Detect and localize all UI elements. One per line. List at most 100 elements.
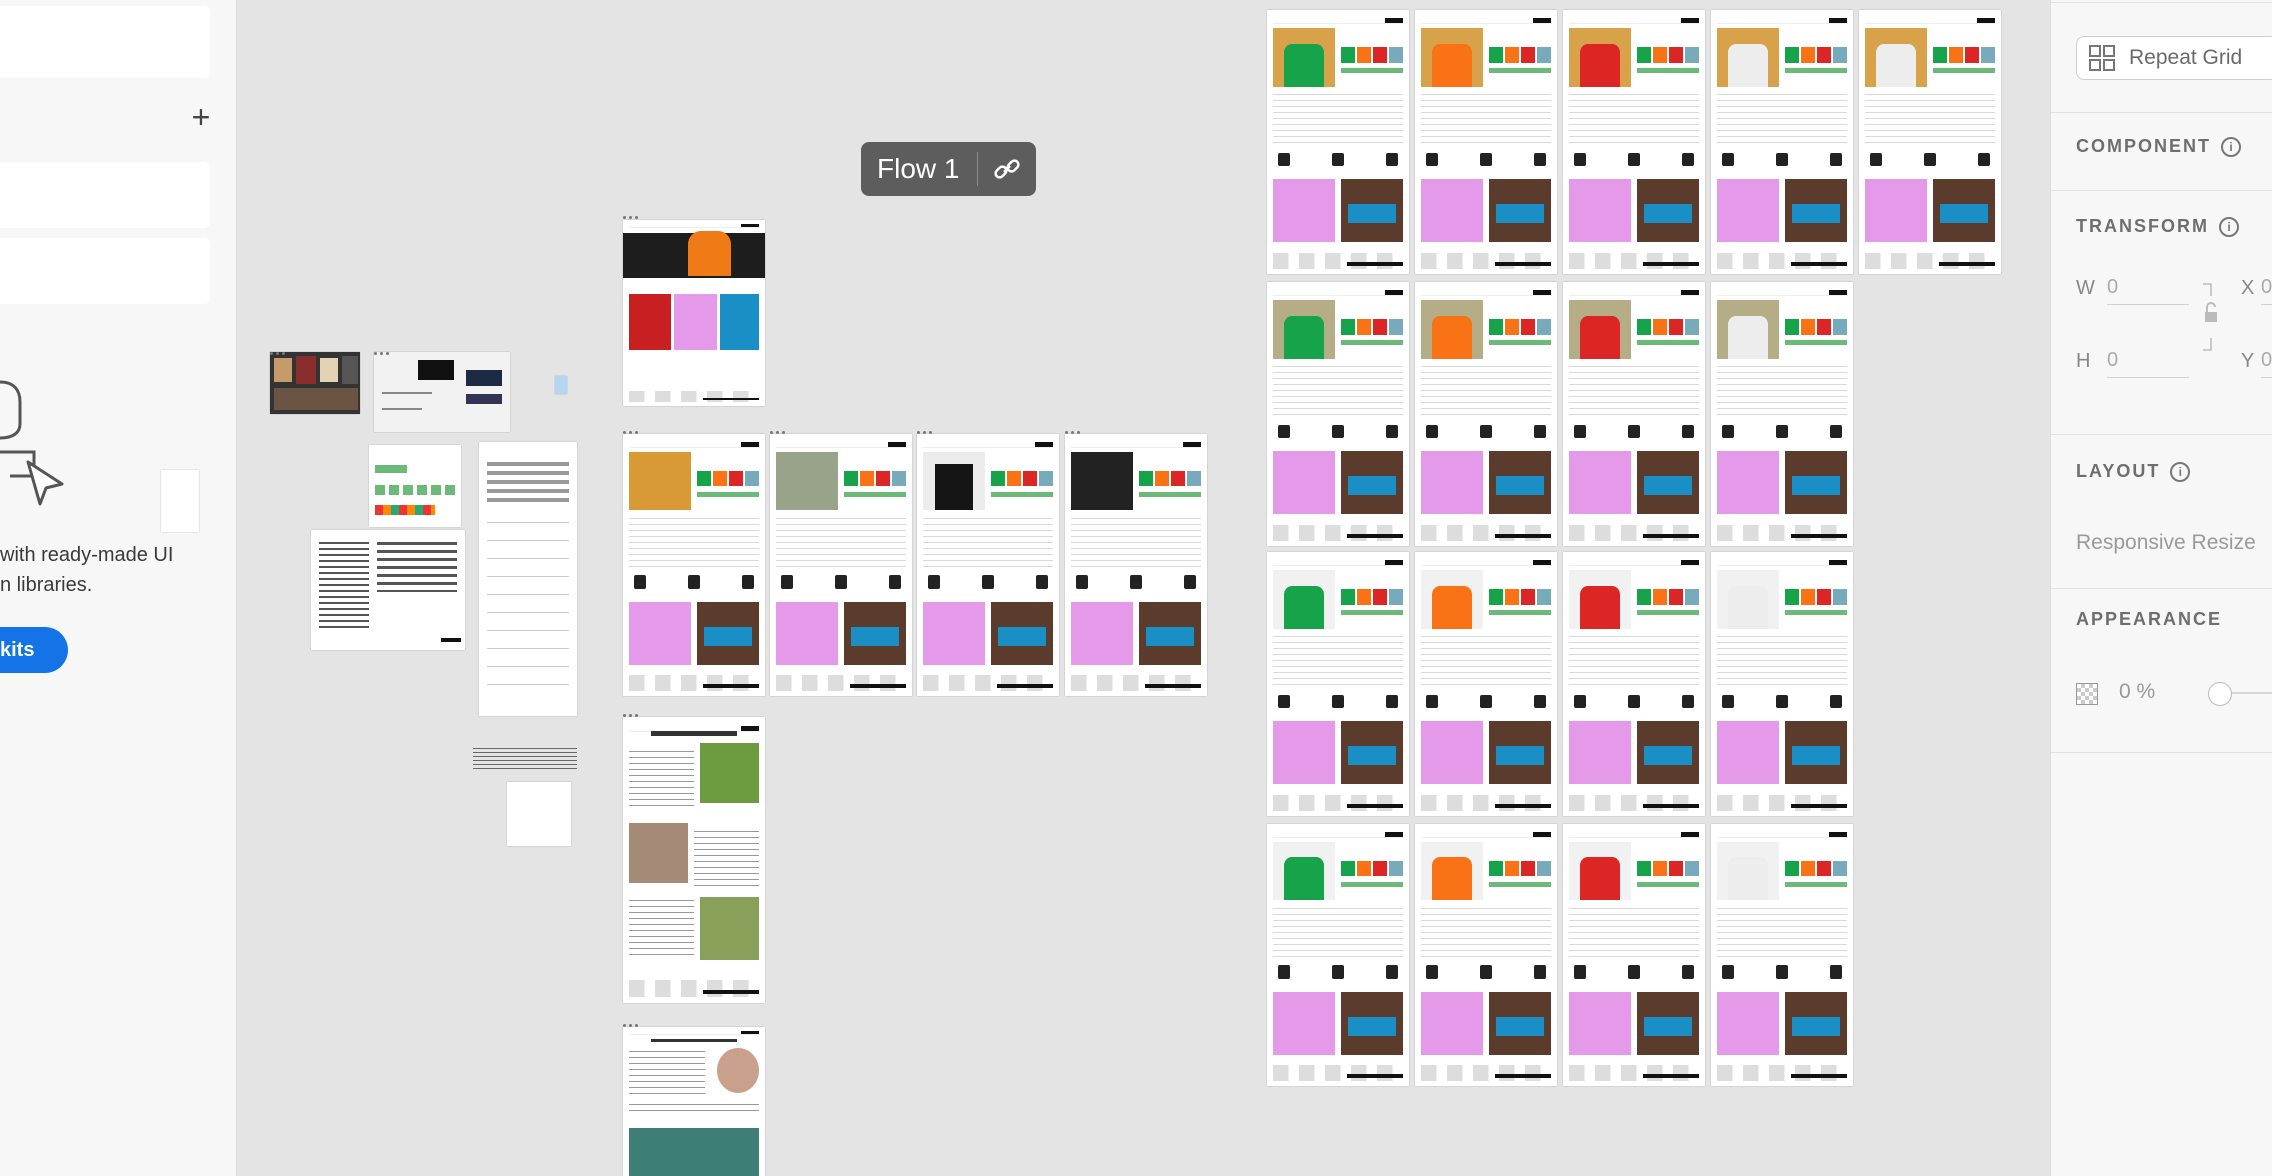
artboard-tiny[interactable] — [555, 376, 567, 394]
artboard-product[interactable] — [1563, 282, 1705, 546]
ui-kit-illustration-icon — [0, 380, 64, 506]
opacity-slider-handle[interactable] — [2208, 682, 2232, 706]
opacity-slider-track[interactable] — [2228, 692, 2272, 694]
artboard-label — [623, 421, 643, 434]
component-heading: COMPONENT — [2076, 136, 2211, 156]
artboard-label — [623, 704, 643, 717]
artboard-label — [1267, 0, 1287, 13]
artboard-components[interactable] — [369, 445, 461, 527]
x-label: X — [2241, 277, 2255, 299]
divider — [2051, 588, 2272, 589]
artboard-product-black-2[interactable] — [770, 434, 912, 696]
artboard-label — [1415, 814, 1435, 827]
opacity-field[interactable]: 0 % — [2119, 680, 2156, 703]
artboard-label — [1711, 272, 1731, 285]
library-field-2[interactable] — [0, 238, 210, 304]
artboard-label — [1563, 814, 1583, 827]
artboard-founder[interactable] — [623, 1027, 765, 1176]
link-icon[interactable] — [978, 142, 1036, 196]
transform-section: TRANSFORM i — [2076, 216, 2239, 237]
appearance-section: APPEARANCE — [2076, 609, 2222, 630]
artboard-product[interactable] — [1267, 552, 1409, 816]
flow-tag[interactable]: Flow 1 — [861, 142, 1037, 196]
artboard-product[interactable] — [1711, 282, 1853, 546]
artboard-product[interactable] — [1267, 282, 1409, 546]
artboard-label — [1711, 814, 1731, 827]
artboard-form[interactable] — [479, 442, 577, 716]
artboard-label — [1563, 542, 1583, 555]
artboard-product[interactable] — [1415, 282, 1557, 546]
artboard-product[interactable] — [1711, 824, 1853, 1086]
width-field[interactable]: 0 — [2107, 276, 2189, 305]
artboard-label — [1859, 0, 1879, 13]
responsive-resize-toggle[interactable]: Responsive Resize — [2076, 531, 2256, 554]
divider — [2051, 752, 2272, 753]
artboard-label — [1563, 272, 1583, 285]
artboard-product[interactable] — [1267, 824, 1409, 1086]
artboard-product[interactable] — [1711, 552, 1853, 816]
promo-text: with ready-made UI n libraries. — [0, 544, 174, 596]
repeat-grid-button[interactable]: Repeat Grid — [2076, 36, 2272, 80]
artboard-typography[interactable] — [374, 352, 510, 432]
add-icon[interactable]: + — [191, 99, 211, 135]
artboard-sustainability[interactable] — [623, 717, 765, 1003]
library-field[interactable] — [0, 162, 210, 228]
search-field[interactable] — [0, 6, 210, 78]
artboard-label — [1711, 0, 1731, 13]
artboard-label — [270, 342, 290, 355]
artboard-product[interactable] — [1563, 10, 1705, 274]
artboard-offscreen[interactable] — [161, 470, 199, 532]
artboard-home[interactable] — [623, 220, 765, 406]
divider — [2051, 434, 2272, 435]
info-icon[interactable]: i — [2219, 216, 2239, 237]
assets-panel: + with ready-made UI n libraries. kits — [0, 0, 237, 1176]
artboard-label — [1415, 272, 1435, 285]
artboard-product[interactable] — [1415, 552, 1557, 816]
ui-kits-button[interactable]: kits — [0, 627, 68, 673]
divider — [2051, 112, 2272, 113]
divider — [2051, 190, 2272, 191]
artboard-label — [1563, 0, 1583, 13]
artboard-moodboard[interactable] — [270, 352, 360, 414]
artboard-product[interactable] — [1415, 10, 1557, 274]
artboard-label — [1267, 542, 1287, 555]
repeat-grid-icon — [2089, 45, 2115, 71]
flow-divider — [977, 152, 979, 186]
artboard-label — [1267, 272, 1287, 285]
lock-aspect-icon[interactable] — [2201, 282, 2225, 356]
artboard-product[interactable] — [1415, 824, 1557, 1086]
appearance-heading: APPEARANCE — [2076, 609, 2223, 629]
artboard-label — [770, 421, 790, 434]
component-section[interactable]: COMPONENT i — [2076, 136, 2241, 157]
canvas-note-text — [473, 748, 577, 770]
divider — [2051, 2, 2272, 3]
width-label: W — [2076, 277, 2095, 299]
artboard-blank[interactable] — [507, 782, 571, 846]
artboard-text[interactable] — [311, 530, 465, 650]
artboard-product-black-1[interactable] — [623, 434, 765, 696]
artboard-product[interactable] — [1563, 552, 1705, 816]
artboard-product[interactable] — [1859, 10, 2001, 274]
artboard-label — [1711, 542, 1731, 555]
y-field[interactable]: 0 — [2261, 349, 2272, 378]
layout-section: LAYOUT i — [2076, 461, 2191, 482]
artboard-label — [623, 1014, 643, 1027]
info-icon[interactable]: i — [2170, 461, 2191, 482]
artboard-label — [1415, 542, 1435, 555]
height-field[interactable]: 0 — [2107, 349, 2189, 378]
artboard-product-black-4[interactable] — [1065, 434, 1207, 696]
artboard-label — [374, 342, 394, 355]
info-icon[interactable]: i — [2221, 136, 2241, 157]
artboard-label — [1267, 814, 1287, 827]
x-field[interactable]: 0 — [2261, 276, 2272, 305]
artboard-product[interactable] — [1563, 824, 1705, 1086]
artboard-product-black-3[interactable] — [917, 434, 1059, 696]
design-canvas[interactable]: Flow 1 — [161, 0, 2050, 1176]
transform-heading: TRANSFORM — [2076, 216, 2209, 236]
artboard-label — [1415, 0, 1435, 13]
artboard-product[interactable] — [1711, 10, 1853, 274]
artboard-label — [1065, 421, 1085, 434]
artboard-product[interactable] — [1267, 10, 1409, 274]
flow-label: Flow 1 — [877, 153, 960, 184]
height-label: H — [2076, 350, 2091, 372]
